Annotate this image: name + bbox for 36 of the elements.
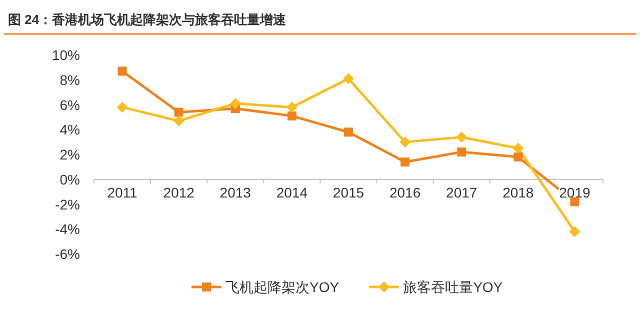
y-tick-label: 10% (52, 47, 80, 63)
x-tick-label: 2012 (163, 184, 195, 200)
point (514, 152, 523, 162)
y-tick-label: -4% (55, 221, 80, 238)
point (116, 102, 128, 113)
legend-label: 飞机起降架次YOY (226, 279, 340, 295)
point (230, 98, 241, 110)
x-tick-label: 2014 (276, 184, 308, 200)
y-tick-label: 8% (60, 72, 80, 88)
x-tick-label: 2011 (107, 184, 138, 200)
point (456, 132, 468, 143)
point (512, 142, 524, 154)
y-tick-label: 2% (60, 146, 80, 162)
point (286, 102, 298, 113)
point (569, 226, 580, 238)
x-tick-label: 2013 (220, 184, 252, 200)
legend-label: 旅客吞吐量YOY (403, 279, 504, 295)
y-tick-label: -2% (55, 196, 80, 212)
point (344, 128, 353, 137)
point (174, 108, 184, 117)
chart-title: 图 24：香港机场飞机起降架次与旅客吞吐量增速 (8, 12, 288, 27)
point (400, 136, 411, 148)
point (343, 73, 354, 84)
y-tick-label: 6% (60, 96, 80, 113)
point (400, 157, 410, 166)
x-tick-label: 2018 (502, 184, 534, 200)
y-tick-label: 0% (60, 171, 80, 188)
point (118, 66, 127, 76)
x-tick-label: 2017 (446, 184, 478, 200)
y-tick-label: 4% (60, 122, 80, 138)
point (173, 115, 184, 126)
y-tick-label: -6% (55, 246, 80, 262)
x-tick-label: 2016 (389, 184, 421, 200)
point (457, 148, 466, 157)
x-tick-label: 2015 (332, 184, 364, 200)
point (287, 111, 296, 120)
